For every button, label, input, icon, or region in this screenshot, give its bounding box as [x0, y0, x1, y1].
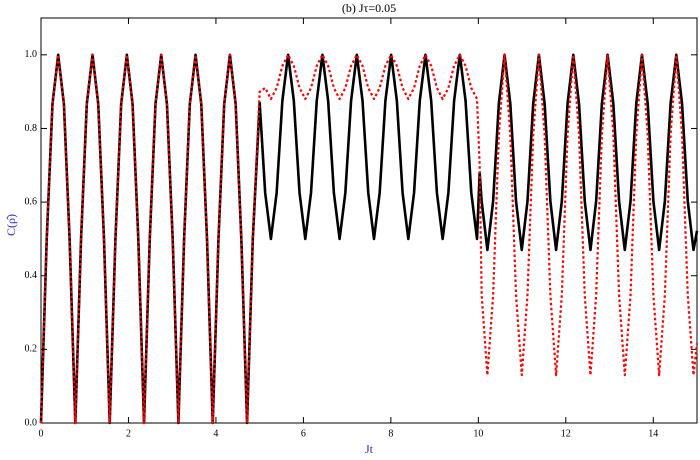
- x-tick-label: 12: [561, 428, 571, 439]
- y-tick-label: 0.8: [25, 123, 38, 134]
- x-tick-label: 8: [388, 428, 393, 439]
- chart-title: (b) Jτ=0.05: [342, 1, 396, 15]
- x-tick-label: 0: [39, 428, 44, 439]
- x-tick-label: 14: [648, 428, 658, 439]
- x-tick-label: 6: [301, 428, 306, 439]
- y-tick-label: 0.2: [25, 344, 38, 355]
- y-axis-label: C(ρ̂): [4, 214, 18, 236]
- y-tick-label: 0.0: [25, 417, 38, 428]
- x-tick-label: 2: [126, 428, 131, 439]
- y-tick-label: 0.4: [25, 270, 38, 281]
- x-tick-label: 10: [473, 428, 483, 439]
- plot-frame: [40, 17, 698, 424]
- x-tick-label: 4: [213, 428, 218, 439]
- series-line: [39, 53, 699, 425]
- y-tick-label: 0.6: [25, 196, 38, 207]
- x-axis-label: Jt: [365, 442, 374, 456]
- y-tick-label: 1.0: [25, 49, 38, 60]
